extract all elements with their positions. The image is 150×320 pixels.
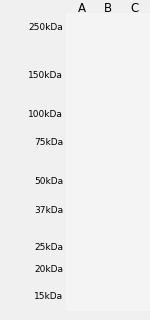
Text: B: B xyxy=(104,3,112,15)
Text: 75kDa: 75kDa xyxy=(34,138,63,147)
Text: C: C xyxy=(130,3,138,15)
Text: 25kDa: 25kDa xyxy=(34,243,63,252)
Text: 50kDa: 50kDa xyxy=(34,177,63,186)
Text: 100kDa: 100kDa xyxy=(28,110,63,119)
Text: 15kDa: 15kDa xyxy=(34,292,63,301)
Text: 250kDa: 250kDa xyxy=(28,22,63,32)
Text: 150kDa: 150kDa xyxy=(28,71,63,81)
Text: A: A xyxy=(78,3,86,15)
Text: 37kDa: 37kDa xyxy=(34,206,63,215)
Text: 20kDa: 20kDa xyxy=(34,265,63,274)
